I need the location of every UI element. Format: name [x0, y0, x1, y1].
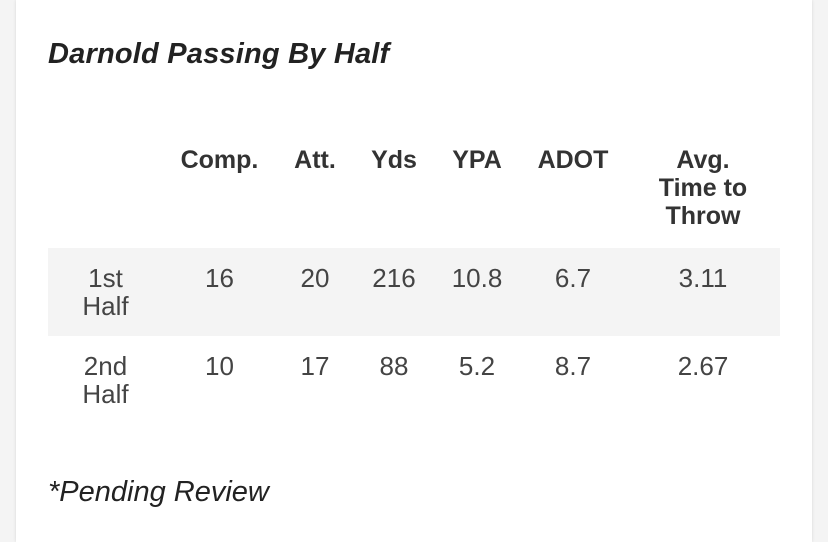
- header-time-to-throw: Avg. Time to Throw: [658, 146, 748, 230]
- table-row: 1st Half 16 20 216 10.8 6.7 3.11: [48, 248, 780, 336]
- header-ypa: YPA: [452, 146, 502, 174]
- cell-adot: 6.7: [520, 248, 626, 336]
- header-yds: Yds: [371, 146, 417, 174]
- passing-table: Comp. Att. Yds YPA ADOT Avg. Time to Thr…: [48, 146, 780, 424]
- footnote: *Pending Review: [48, 476, 269, 508]
- stats-card: Darnold Passing By Half Comp. Att. Yds Y…: [16, 0, 812, 542]
- header-adot: ADOT: [537, 146, 609, 174]
- header-att: Att.: [294, 146, 336, 174]
- cell-time-to-throw: 2.67: [677, 351, 729, 381]
- cell-yds: 216: [354, 248, 434, 336]
- cell-comp: 10: [205, 351, 234, 381]
- header-blank: [48, 146, 163, 248]
- cell-adot: 8.7: [554, 351, 592, 381]
- cell-ypa: 5.2: [458, 351, 496, 381]
- cell-att: 20: [276, 248, 354, 336]
- row-label: 2nd Half: [82, 351, 129, 409]
- cell-ypa: 10.8: [434, 248, 520, 336]
- cell-yds: 88: [379, 351, 409, 381]
- table-row: 2nd Half 10 17 88 5.2 8.7 2.67: [48, 336, 780, 424]
- cell-time-to-throw: 3.11: [626, 248, 780, 336]
- cell-att: 17: [300, 351, 330, 381]
- cell-comp: 16: [163, 248, 276, 336]
- row-label: 1st Half: [48, 248, 163, 336]
- header-row: Comp. Att. Yds YPA ADOT Avg. Time to Thr…: [48, 146, 780, 248]
- header-comp: Comp.: [180, 146, 259, 174]
- table-title: Darnold Passing By Half: [48, 38, 390, 70]
